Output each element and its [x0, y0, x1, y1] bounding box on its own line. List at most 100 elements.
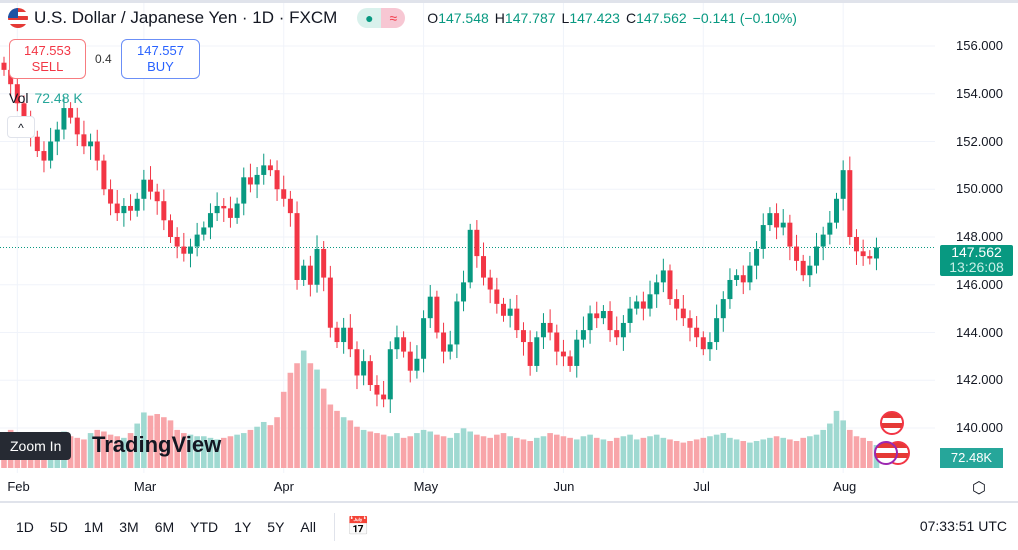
- volume-bar: [220, 437, 227, 468]
- symbol-title[interactable]: U.S. Dollar / Japanese Yen · 1D · FXCM: [34, 8, 338, 27]
- buy-label: BUY: [147, 59, 174, 74]
- sell-button[interactable]: 147.553 SELL: [9, 39, 86, 79]
- candle-body: [740, 275, 746, 283]
- range-5d[interactable]: 5D: [49, 518, 68, 535]
- candle-body: [401, 337, 407, 352]
- candle-body: [587, 313, 593, 331]
- volume-bar: [167, 420, 174, 468]
- range-all[interactable]: All: [300, 518, 316, 535]
- candle-body: [834, 198, 839, 223]
- time-tick-label: Jun: [553, 479, 575, 494]
- candle-body: [840, 170, 846, 199]
- volume-bar: [147, 415, 154, 468]
- tradingview-logo[interactable]: TradingView: [92, 432, 222, 457]
- candle-body: [48, 141, 54, 161]
- candle-body: [327, 277, 333, 328]
- volume-bar: [314, 369, 320, 468]
- volume-bar: [474, 434, 480, 468]
- candle-body: [1, 62, 7, 70]
- candle-body: [441, 332, 447, 352]
- sell-label: SELL: [31, 59, 64, 74]
- range-1m[interactable]: 1M: [83, 518, 104, 535]
- go-to-date-calendar-icon[interactable]: 📅: [346, 516, 370, 536]
- candle-body: [421, 318, 427, 359]
- volume-bar: [254, 426, 260, 468]
- candle-body: [700, 337, 706, 350]
- volume-bar: [780, 437, 787, 468]
- market-status[interactable]: ● ≈: [357, 8, 406, 28]
- volume-bar: [693, 439, 700, 468]
- collapse-legend-button[interactable]: ^: [7, 116, 35, 138]
- volume-bar: [287, 372, 294, 468]
- volume-bar: [720, 433, 727, 468]
- bar-countdown: 13:26:08: [949, 259, 1004, 275]
- price-tick-label: 146.000: [956, 276, 1003, 292]
- candle-body: [674, 299, 680, 309]
- candle-body: [374, 385, 380, 395]
- price-tick-label: 148.000: [956, 229, 1003, 244]
- volume-bar: [607, 441, 613, 468]
- candle-body: [554, 332, 560, 352]
- us-event-icon-3[interactable]: [874, 441, 898, 465]
- candle-body: [600, 311, 606, 319]
- range-ytd[interactable]: YTD: [190, 518, 219, 535]
- utc-clock[interactable]: 07:33:51 UTC: [919, 518, 1007, 534]
- volume-bar: [334, 410, 340, 468]
- candle-body: [347, 327, 353, 350]
- price-tick-label: 140.000: [956, 420, 1003, 435]
- buy-button[interactable]: 147.557 BUY: [121, 39, 200, 79]
- candle-body: [767, 213, 773, 226]
- volume-bar: [633, 439, 640, 468]
- candle-body: [187, 246, 193, 254]
- candle-body: [274, 170, 280, 190]
- range-6m[interactable]: 6M: [154, 518, 175, 535]
- candle-body: [774, 213, 780, 228]
- volume-bar: [74, 437, 81, 468]
- volume-bar: [294, 363, 300, 468]
- candle-body: [88, 141, 94, 147]
- volume-bar: [620, 436, 627, 468]
- candle-body: [447, 344, 453, 352]
- volume-bar: [853, 436, 860, 468]
- volume-bar: [613, 437, 620, 468]
- data-delayed-icon: ≈: [381, 8, 406, 28]
- volume-bar: [114, 436, 121, 468]
- range-3m[interactable]: 3M: [119, 518, 139, 535]
- volume-bar: [87, 433, 94, 468]
- candle-body: [314, 248, 320, 285]
- time-tick-label: Feb: [7, 479, 30, 494]
- price-chart[interactable]: [0, 3, 935, 498]
- toolbar-divider: [333, 512, 335, 541]
- candle-body: [214, 205, 220, 214]
- volume-bar: [240, 433, 247, 468]
- range-1y[interactable]: 1Y: [234, 518, 252, 535]
- volume-bar: [520, 439, 527, 468]
- range-1d[interactable]: 1D: [16, 518, 34, 535]
- candle-body: [794, 246, 800, 261]
- volume-bar: [534, 437, 540, 468]
- us-flag-icon: [8, 8, 28, 28]
- candle-body: [454, 301, 460, 345]
- candle-body: [494, 289, 500, 304]
- volume-bar: [807, 436, 813, 468]
- us-event-icon[interactable]: [880, 411, 904, 435]
- price-tick-label: 156.000: [956, 38, 1003, 53]
- volume-bar: [547, 433, 553, 468]
- candle-body: [807, 265, 813, 276]
- sell-price: 147.553: [24, 43, 71, 58]
- volume-bar: [300, 350, 307, 468]
- last-price-badge: 147.562 13:26:08: [940, 245, 1013, 276]
- candle-body: [574, 339, 580, 366]
- candle-body: [727, 279, 733, 300]
- symbol-legend: U.S. Dollar / Japanese Yen · 1D · FXCM ●…: [8, 8, 797, 28]
- volume-bar: [593, 437, 600, 468]
- volume-bar: [141, 412, 147, 468]
- candle-body: [227, 208, 233, 218]
- volume-bar: [847, 429, 853, 468]
- high-value: 147.787: [504, 10, 556, 26]
- settings-icon[interactable]: ⬡: [972, 480, 986, 497]
- price-tick-label: 150.000: [956, 181, 1003, 197]
- range-5y[interactable]: 5Y: [267, 518, 285, 535]
- candle-body: [321, 248, 327, 278]
- time-tick-label: Jul: [693, 479, 710, 494]
